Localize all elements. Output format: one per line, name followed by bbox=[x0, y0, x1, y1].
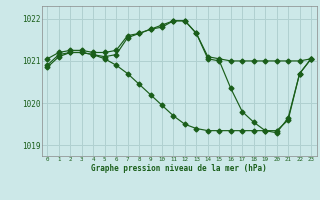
X-axis label: Graphe pression niveau de la mer (hPa): Graphe pression niveau de la mer (hPa) bbox=[91, 164, 267, 173]
